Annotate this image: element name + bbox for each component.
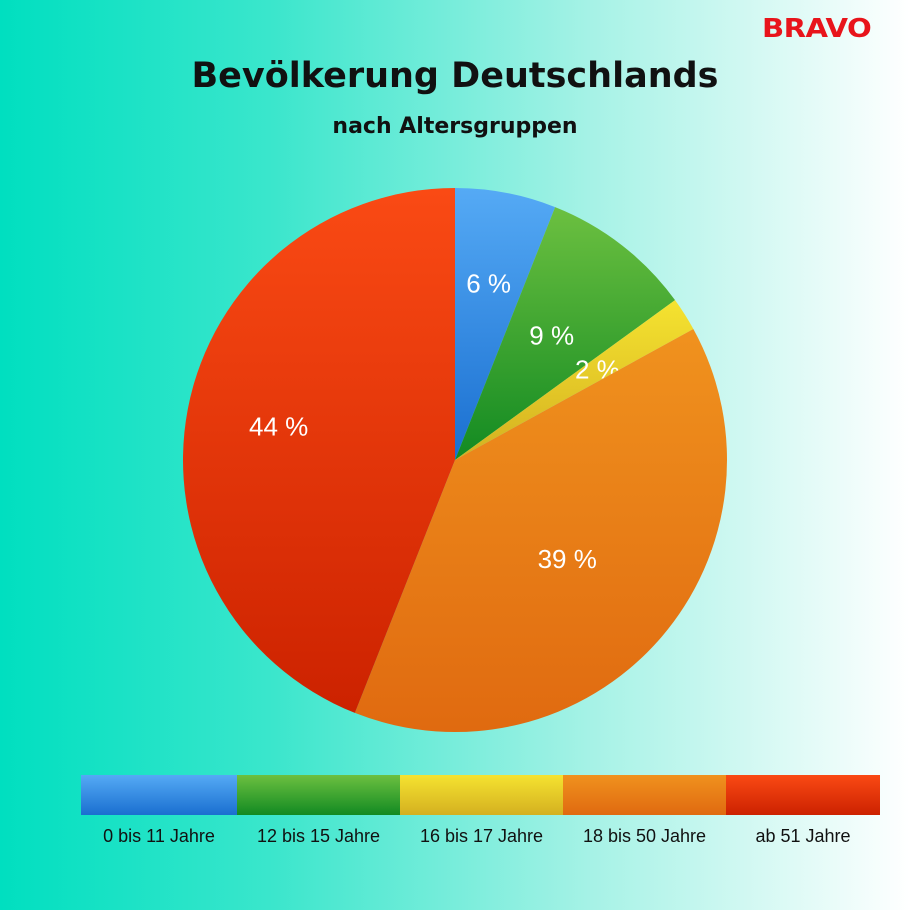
data-label: 44 % (249, 411, 308, 441)
legend-swatch (81, 775, 237, 815)
legend-label: 0 bis 11 Jahre (103, 826, 215, 846)
legend-labels: 0 bis 11 Jahre 12 bis 15 Jahre 16 bis 17 J… (81, 826, 880, 847)
data-label: 39 % (538, 544, 597, 574)
legend-swatch (726, 775, 880, 815)
pie-slice-1 (455, 207, 676, 460)
pie-chart: 6 %9 %2 %39 %44 % (182, 187, 727, 733)
legend-swatch (400, 775, 563, 815)
pie-slice-4 (182, 187, 455, 713)
legend-label: 12 bis 15 Jahre (256, 826, 381, 846)
pie-slice-2 (455, 300, 694, 460)
chart-subtitle: nach Altersgruppen (332, 114, 578, 139)
legend-swatch (563, 775, 726, 815)
pie-slice-3 (354, 328, 727, 733)
data-label: 6 % (466, 269, 511, 299)
chart-title: Bevölkerung Deutschlands (191, 56, 719, 96)
legend-swatch (237, 775, 400, 815)
legend-label: 16 bis 17 Jahre (419, 826, 544, 846)
legend-label: ab 51 Jahre (755, 826, 851, 846)
legend-label: 18 bis 50 Jahre (582, 826, 707, 846)
data-label: 9 % (529, 320, 574, 350)
bravo-logo: BRAVO (762, 14, 872, 44)
pie-slice-0 (455, 188, 556, 460)
legend-swatches (81, 775, 880, 815)
